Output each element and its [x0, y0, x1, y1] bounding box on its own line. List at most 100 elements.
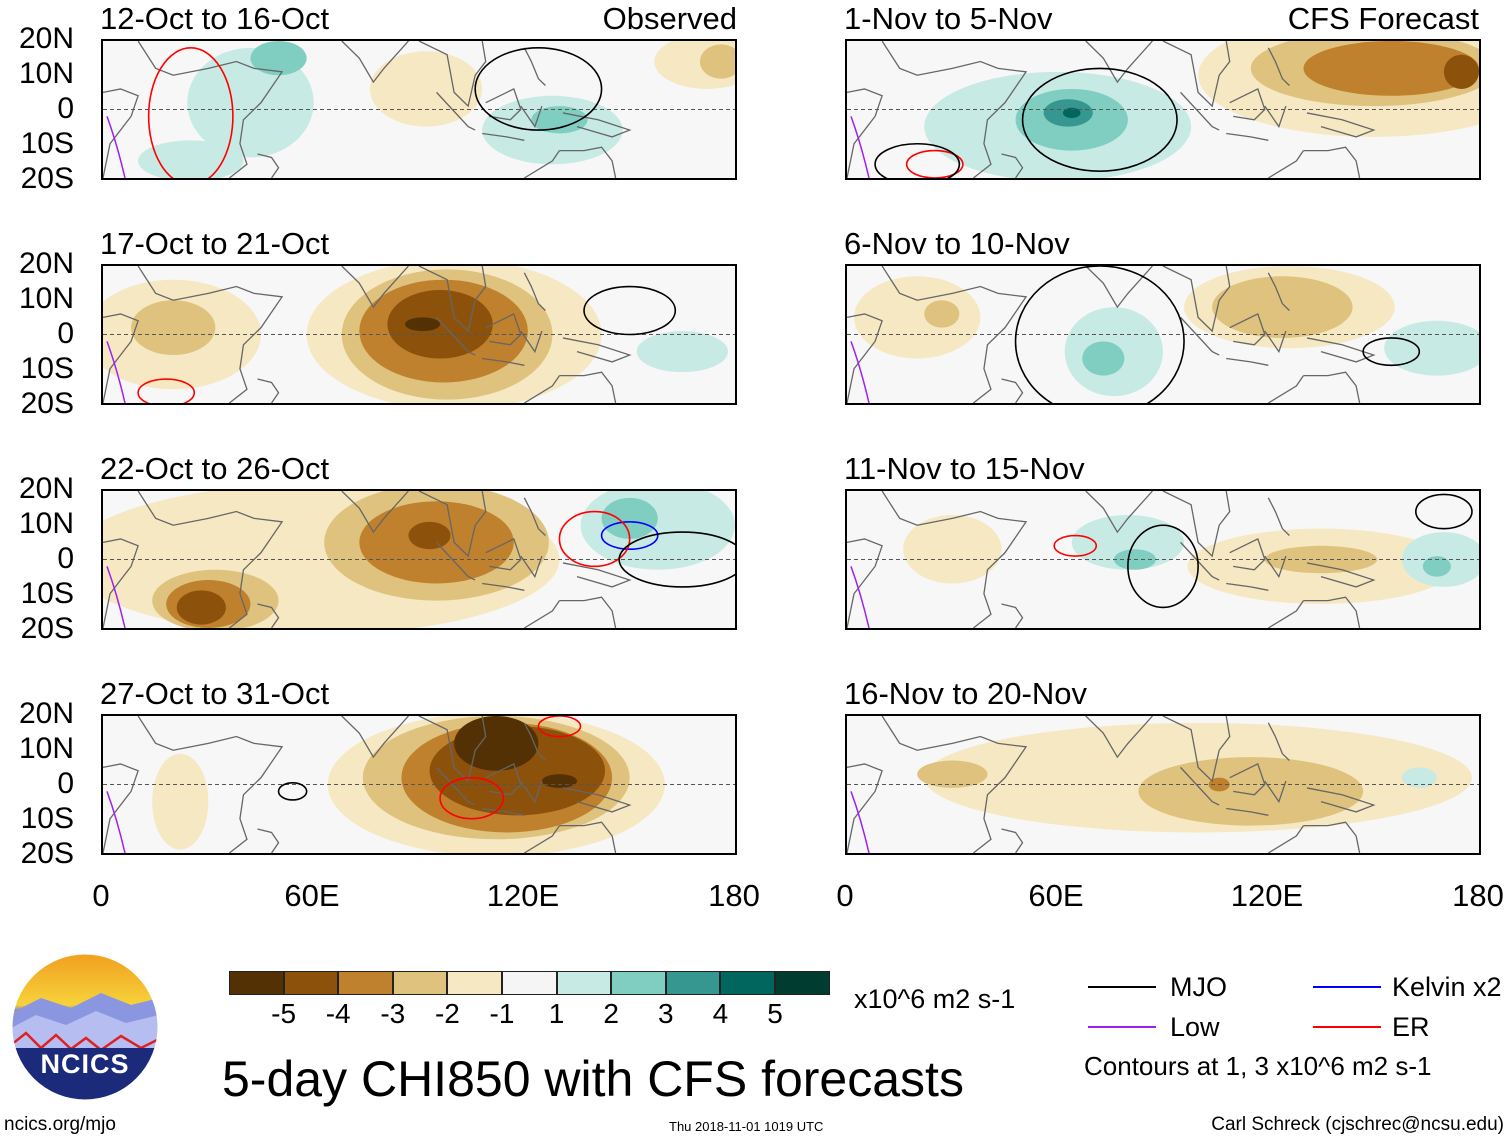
coastline: [1267, 600, 1304, 628]
wave-contour: [474, 47, 603, 131]
coastline: [1229, 313, 1266, 346]
coastline: [137, 41, 284, 178]
coastline: [436, 541, 476, 581]
coastline: [520, 330, 543, 354]
anomaly-shading: [1062, 107, 1081, 119]
coastline: [523, 497, 546, 536]
coastline: [137, 716, 284, 853]
coastline: [562, 337, 632, 363]
coastline: [1306, 562, 1376, 588]
legend-line-er: [1313, 1026, 1381, 1028]
coastline: [341, 266, 409, 309]
coastline: [482, 132, 525, 141]
logo-text: NCICS: [40, 1049, 130, 1079]
coastline: [257, 828, 280, 853]
lon-tick-label: 180: [1452, 878, 1504, 913]
coastline: [562, 787, 632, 813]
low-contour: [106, 791, 126, 853]
coastline: [341, 716, 409, 759]
lat-tick-label: 0: [57, 92, 74, 125]
coastline: [1267, 150, 1304, 178]
colorbar-swatch: [338, 971, 393, 995]
anomaly-shading: [917, 760, 988, 788]
colorbar-label: 1: [548, 998, 565, 1029]
coastline: [881, 266, 1028, 403]
coastline: [485, 538, 522, 571]
coastline: [1264, 105, 1287, 129]
colorbar-label: -5: [271, 998, 297, 1029]
coastline: [520, 105, 543, 129]
coastline: [485, 313, 522, 346]
lon-tick-label: 60E: [284, 878, 340, 913]
colorbar-swatch: [720, 971, 775, 995]
anomaly-shading: [404, 317, 441, 332]
anomaly-shading: [699, 44, 735, 79]
wave-contour: [137, 378, 196, 403]
wave-contour: [1362, 337, 1421, 367]
wave-contour: [1021, 67, 1178, 172]
coastline: [1001, 828, 1024, 853]
coastline: [1001, 603, 1024, 628]
colorbar-label: 3: [658, 998, 674, 1029]
coastline: [1180, 541, 1220, 581]
colorbar-swatch: [665, 971, 721, 995]
coastline: [1001, 378, 1024, 403]
lat-tick-label: 10S: [20, 352, 74, 385]
colorbar-swatch: [611, 971, 666, 995]
coastline: [1226, 582, 1269, 591]
coastline: [1180, 316, 1220, 356]
footer-timestamp: Thu 2018-11-01 1019 UTC: [669, 1119, 824, 1134]
map-panel-right-2: [845, 489, 1481, 630]
panel-title: 6-Nov to 10-Nov: [844, 226, 1070, 261]
coastline: [559, 821, 617, 853]
map-panel-left-3: [101, 714, 737, 855]
coastline: [1264, 780, 1287, 804]
footer-credit: Carl Schreck (cjschrec@ncsu.edu): [1211, 1114, 1504, 1135]
panel-title: 16-Nov to 20-Nov: [844, 676, 1087, 711]
coastline: [1267, 47, 1290, 86]
coastline: [1303, 371, 1361, 403]
wave-contour: [1127, 524, 1199, 609]
legend-line-low: [1088, 1026, 1156, 1028]
anomaly-shading: [187, 47, 314, 158]
coastline: [847, 88, 883, 178]
coastline: [559, 146, 617, 178]
coastline: [1306, 112, 1376, 138]
coastline: [1001, 153, 1024, 178]
coastline: [559, 596, 617, 628]
wave-contour: [439, 776, 505, 820]
coastline: [1226, 357, 1269, 366]
lat-tick-label: 20N: [18, 247, 74, 280]
low-contour: [850, 791, 870, 853]
observed-label: Observed: [602, 1, 737, 36]
colorbar-label: -3: [380, 998, 406, 1029]
coastline: [520, 780, 543, 804]
anomaly-shading: [152, 753, 209, 850]
lat-tick-label: 20N: [18, 472, 74, 505]
anomaly-shading: [176, 590, 226, 625]
coastline: [1085, 491, 1153, 534]
anomaly-shading: [1303, 41, 1479, 96]
lat-tick-label: 0: [57, 317, 74, 350]
coastline: [1162, 491, 1231, 558]
coastline: [1085, 266, 1153, 309]
coastline: [1162, 716, 1231, 783]
coastline: [1306, 337, 1376, 363]
footer-url[interactable]: ncics.org/mjo: [4, 1114, 116, 1135]
lat-tick-label: 20S: [20, 387, 74, 420]
coastline: [1267, 722, 1290, 761]
anomaly-shading: [1443, 54, 1479, 89]
colorbar-label: -4: [325, 998, 351, 1029]
panel-title: 1-Nov to 5-Nov: [844, 1, 1053, 36]
anomaly-shading: [1138, 757, 1364, 826]
coastline: [1226, 132, 1269, 141]
wave-contour: [537, 716, 582, 738]
colorbar-swatch: [502, 971, 557, 995]
contour-note: Contours at 1, 3 x10^6 m2 s-1: [1084, 1051, 1432, 1081]
coastline: [137, 491, 284, 628]
coastline: [523, 600, 560, 628]
coastline: [103, 313, 139, 403]
panel-title: 12-Oct to 16-Oct: [100, 1, 330, 36]
anomaly-shading: [601, 497, 658, 539]
